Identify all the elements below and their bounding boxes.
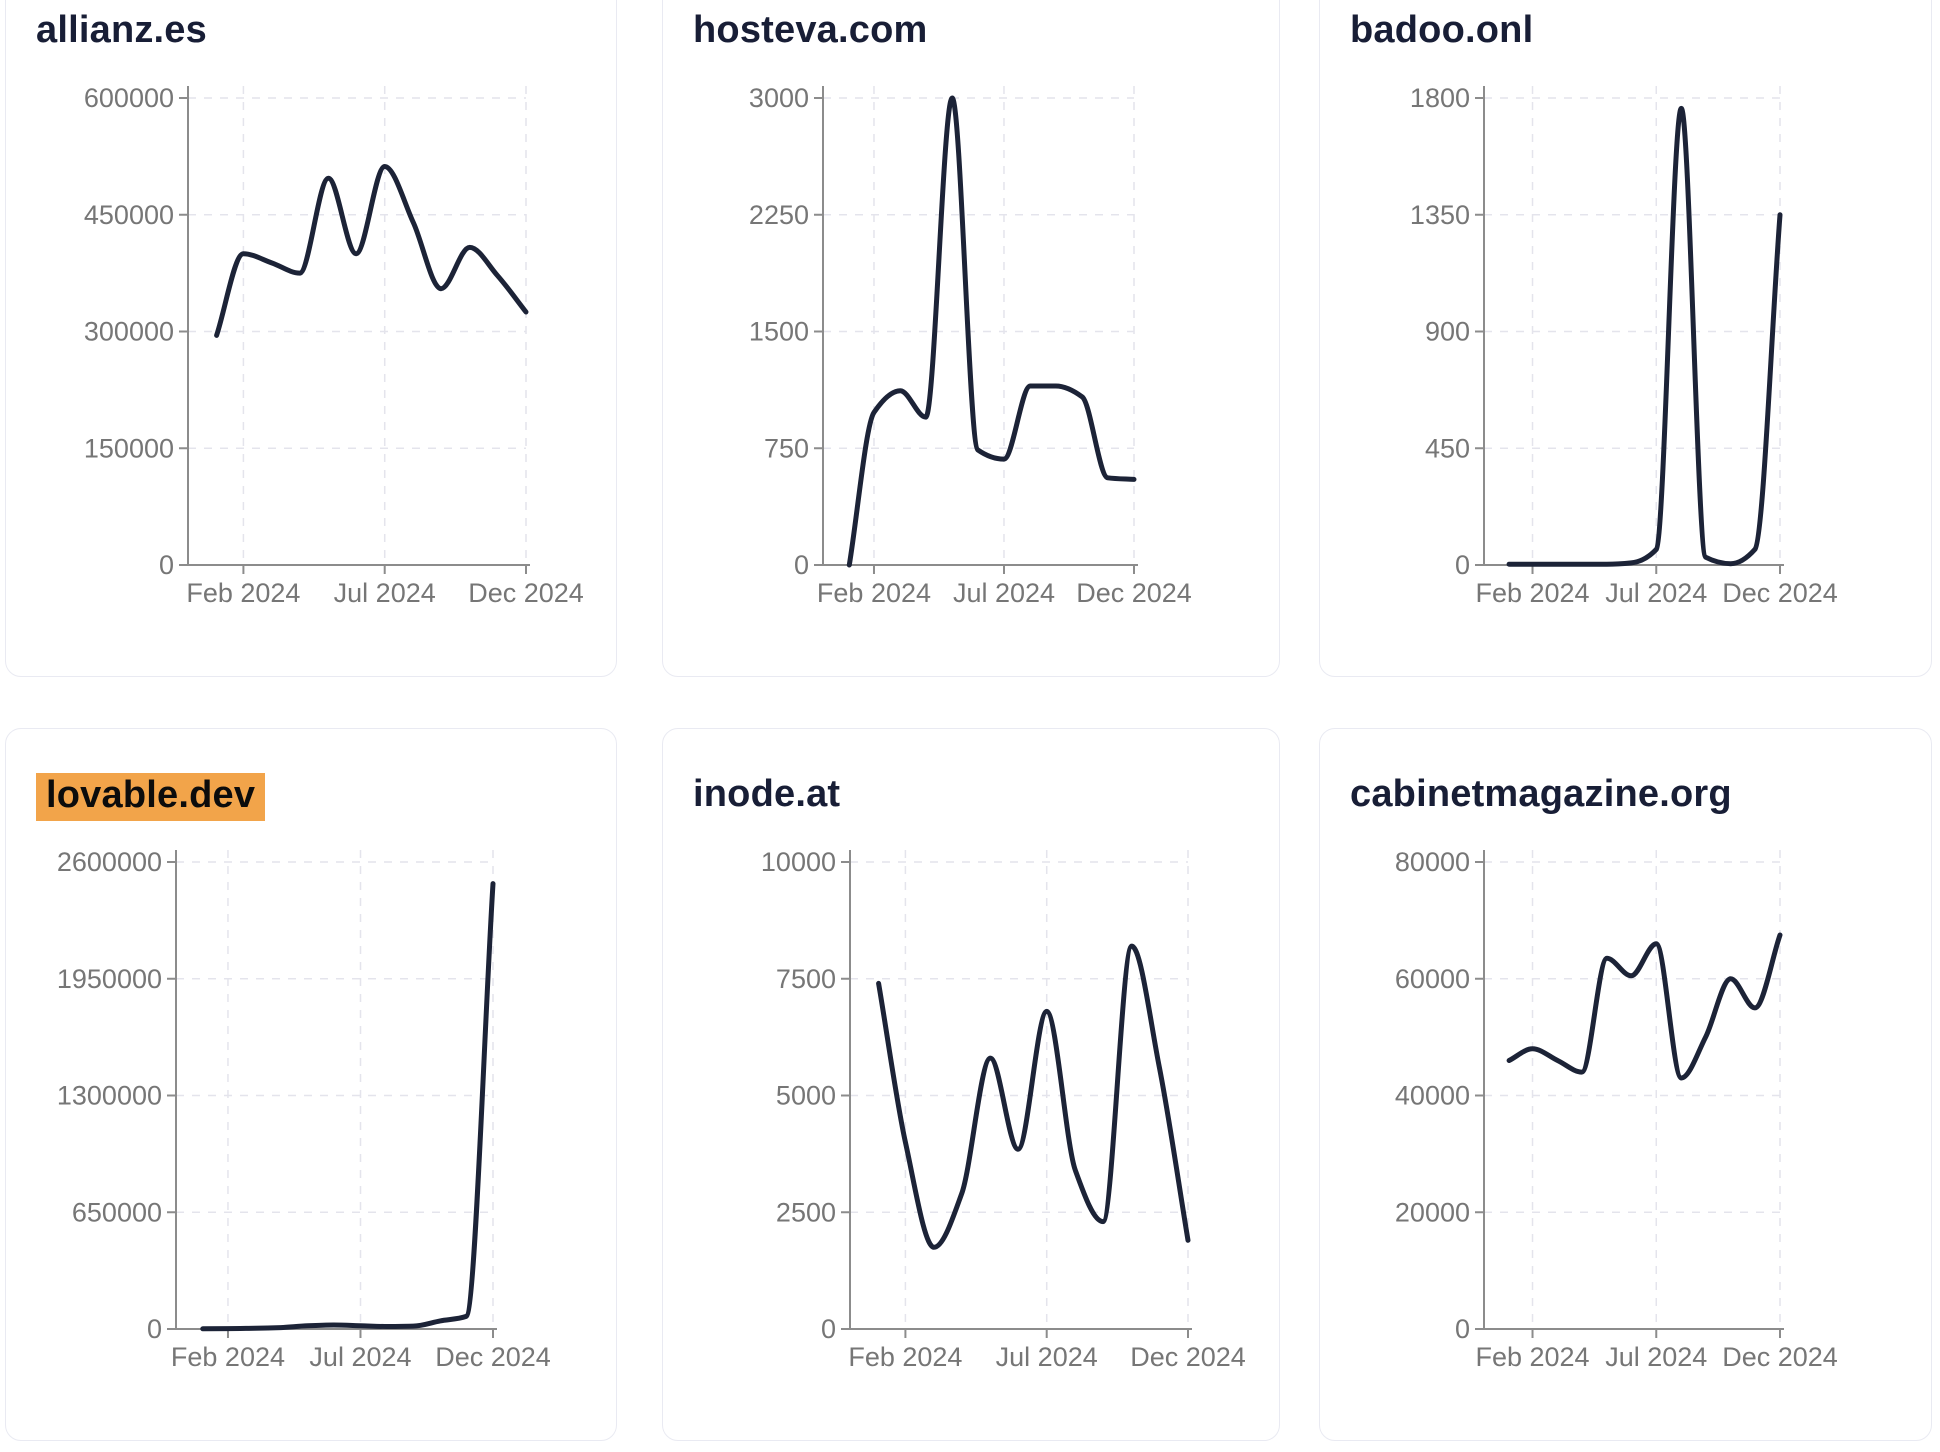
y-tick-label: 2600000 xyxy=(57,847,162,877)
y-tick-label: 650000 xyxy=(72,1197,162,1227)
y-tick-label: 0 xyxy=(147,1314,162,1344)
y-tick-label: 1950000 xyxy=(57,964,162,994)
y-tick-label: 40000 xyxy=(1395,1081,1470,1111)
y-tick-label: 5000 xyxy=(776,1081,836,1111)
y-tick-label: 900 xyxy=(1425,317,1470,347)
y-tick-label: 3000 xyxy=(749,83,809,113)
chart-title: allianz.es xyxy=(36,9,616,53)
y-tick-label: 0 xyxy=(1455,1314,1470,1344)
y-tick-label: 2250 xyxy=(749,200,809,230)
domain-label: badoo.onl xyxy=(1350,9,1534,51)
x-tick-label: Dec 2024 xyxy=(1130,1342,1246,1372)
y-tick-label: 600000 xyxy=(84,83,174,113)
y-tick-label: 1300000 xyxy=(57,1081,162,1111)
line-chart: 0 20000 40000 60000 80000 Feb 2024 Jul 2024 Dec… xyxy=(1320,729,1931,1440)
x-tick-label: Dec 2024 xyxy=(435,1342,551,1372)
data-line xyxy=(846,95,1137,568)
x-tick-label: Jul 2024 xyxy=(1605,578,1707,608)
y-tick-label: 0 xyxy=(794,550,809,580)
line-chart-svg: 0 750 1500 2250 3000 Feb 2024 Jul 2024 Dec 2024 xyxy=(749,83,1192,608)
data-line xyxy=(200,881,496,1332)
chart-title: cabinetmagazine.org xyxy=(1350,773,1931,817)
x-tick-label: Jul 2024 xyxy=(309,1342,411,1372)
y-tick-label: 0 xyxy=(1455,550,1470,580)
y-tick-label: 450 xyxy=(1425,433,1470,463)
y-tick-label: 10000 xyxy=(761,847,836,877)
chart-title: hosteva.com xyxy=(693,9,1279,53)
domain-label: cabinetmagazine.org xyxy=(1350,773,1732,815)
y-tick-label: 0 xyxy=(159,550,174,580)
line-chart-svg: 0 450 900 1350 1800 Feb 2024 Jul 2024 Dec 2024 xyxy=(1410,83,1838,608)
x-tick-label: Feb 2024 xyxy=(817,578,931,608)
y-tick-label: 1350 xyxy=(1410,200,1470,230)
y-tick-label: 0 xyxy=(821,1314,836,1344)
x-tick-label: Dec 2024 xyxy=(1722,1342,1838,1372)
y-tick-label: 7500 xyxy=(776,964,836,994)
x-tick-label: Dec 2024 xyxy=(1722,578,1838,608)
x-tick-label: Feb 2024 xyxy=(171,1342,285,1372)
y-tick-label: 150000 xyxy=(84,433,174,463)
domain-label: hosteva.com xyxy=(693,9,928,51)
chart-card-cabinetmagazine: cabinetmagazine.org 0 20000 40000 60000 8000… xyxy=(1319,728,1932,1441)
y-tick-label: 450000 xyxy=(84,200,174,230)
y-tick-label: 750 xyxy=(764,433,809,463)
x-tick-label: Jul 2024 xyxy=(334,578,436,608)
line-chart-svg: 0 20000 40000 60000 80000 Feb 2024 Jul 2024 Dec… xyxy=(1395,847,1838,1372)
x-tick-label: Jul 2024 xyxy=(1605,1342,1707,1372)
chart-card-allianz: allianz.es 0 150000 300000 450000 600000 Feb … xyxy=(5,0,617,677)
domain-label: inode.at xyxy=(693,773,841,815)
x-tick-label: Jul 2024 xyxy=(953,578,1055,608)
line-chart: 0 150000 300000 450000 600000 Feb 2024 Jul 202… xyxy=(6,0,616,676)
data-line xyxy=(1506,932,1783,1081)
line-chart: 0 750 1500 2250 3000 Feb 2024 Jul 2024 Dec 2024 xyxy=(663,0,1279,676)
line-chart: 0 450 900 1350 1800 Feb 2024 Jul 2024 Dec 2024 xyxy=(1320,0,1931,676)
y-tick-label: 300000 xyxy=(84,317,174,347)
chart-card-badoo: badoo.onl 0 450 900 1350 1800 Feb 2024 Jul 202… xyxy=(1319,0,1932,677)
data-line xyxy=(876,943,1191,1250)
y-tick-label: 80000 xyxy=(1395,847,1470,877)
data-line xyxy=(1506,105,1783,567)
chart-card-inode: inode.at 0 2500 5000 7500 10000 Feb 2024 Jul 2… xyxy=(662,728,1280,1441)
chart-title: inode.at xyxy=(693,773,1279,817)
chart-card-lovable: lovable.dev 0 650000 1300000 1950000 2600000… xyxy=(5,728,617,1441)
chart-card-hosteva: hosteva.com 0 750 1500 2250 3000 Feb 2024 Jul … xyxy=(662,0,1280,677)
data-line xyxy=(214,164,529,338)
y-tick-label: 1800 xyxy=(1410,83,1470,113)
x-tick-label: Feb 2024 xyxy=(186,578,300,608)
line-chart: 0 650000 1300000 1950000 2600000 Feb 2024 Jul … xyxy=(6,729,616,1440)
chart-title: badoo.onl xyxy=(1350,9,1931,53)
domain-label: lovable.dev xyxy=(36,773,266,821)
chart-title: lovable.dev xyxy=(36,773,616,821)
y-tick-label: 1500 xyxy=(749,317,809,347)
x-tick-label: Feb 2024 xyxy=(1475,578,1589,608)
x-tick-label: Jul 2024 xyxy=(996,1342,1098,1372)
line-chart-svg: 0 650000 1300000 1950000 2600000 Feb 2024 Jul … xyxy=(57,847,551,1372)
x-tick-label: Dec 2024 xyxy=(468,578,584,608)
line-chart-svg: 0 2500 5000 7500 10000 Feb 2024 Jul 2024 Dec 20… xyxy=(761,847,1246,1372)
x-tick-label: Dec 2024 xyxy=(1076,578,1192,608)
x-tick-label: Feb 2024 xyxy=(1475,1342,1589,1372)
line-chart: 0 2500 5000 7500 10000 Feb 2024 Jul 2024 Dec 20… xyxy=(663,729,1279,1440)
y-tick-label: 60000 xyxy=(1395,964,1470,994)
x-tick-label: Feb 2024 xyxy=(848,1342,962,1372)
y-tick-label: 20000 xyxy=(1395,1197,1470,1227)
y-tick-label: 2500 xyxy=(776,1197,836,1227)
line-chart-svg: 0 150000 300000 450000 600000 Feb 2024 Jul 202… xyxy=(84,83,584,608)
domain-label: allianz.es xyxy=(36,9,207,51)
